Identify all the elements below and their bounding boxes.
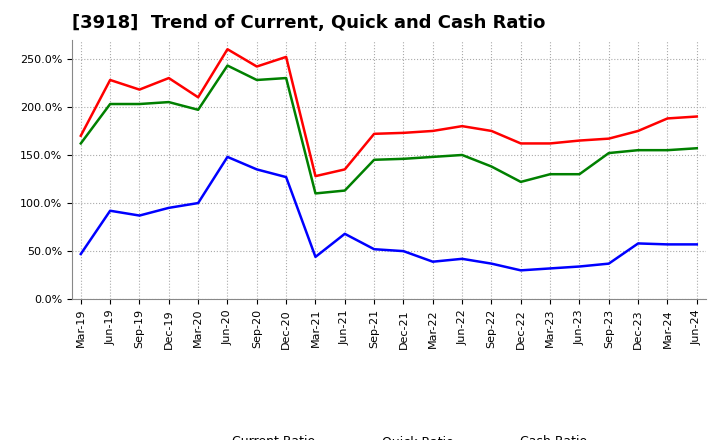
Current Ratio: [575, 138, 584, 143]
Cash Ratio: [223, 154, 232, 160]
Quick Ratio: [516, 179, 525, 184]
Current Ratio: [693, 114, 701, 119]
Current Ratio: [399, 130, 408, 136]
Legend: Current Ratio, Quick Ratio, Cash Ratio: Current Ratio, Quick Ratio, Cash Ratio: [186, 430, 592, 440]
Quick Ratio: [458, 152, 467, 158]
Current Ratio: [634, 128, 642, 134]
Cash Ratio: [399, 249, 408, 254]
Cash Ratio: [428, 259, 437, 264]
Current Ratio: [516, 141, 525, 146]
Current Ratio: [76, 133, 85, 139]
Cash Ratio: [370, 246, 379, 252]
Cash Ratio: [487, 261, 496, 266]
Quick Ratio: [634, 147, 642, 153]
Quick Ratio: [370, 157, 379, 162]
Current Ratio: [253, 64, 261, 69]
Line: Quick Ratio: Quick Ratio: [81, 66, 697, 194]
Quick Ratio: [135, 101, 144, 106]
Cash Ratio: [458, 256, 467, 261]
Current Ratio: [164, 75, 173, 81]
Current Ratio: [546, 141, 554, 146]
Quick Ratio: [164, 99, 173, 105]
Quick Ratio: [428, 154, 437, 160]
Quick Ratio: [546, 172, 554, 177]
Cash Ratio: [282, 174, 290, 180]
Current Ratio: [458, 124, 467, 129]
Cash Ratio: [341, 231, 349, 236]
Cash Ratio: [164, 205, 173, 210]
Quick Ratio: [341, 188, 349, 193]
Current Ratio: [370, 131, 379, 136]
Cash Ratio: [194, 200, 202, 205]
Current Ratio: [605, 136, 613, 141]
Current Ratio: [341, 167, 349, 172]
Current Ratio: [311, 173, 320, 179]
Quick Ratio: [282, 75, 290, 81]
Current Ratio: [282, 54, 290, 59]
Cash Ratio: [311, 254, 320, 260]
Current Ratio: [223, 47, 232, 52]
Quick Ratio: [76, 141, 85, 146]
Quick Ratio: [663, 147, 672, 153]
Cash Ratio: [634, 241, 642, 246]
Cash Ratio: [253, 167, 261, 172]
Quick Ratio: [106, 101, 114, 106]
Cash Ratio: [106, 208, 114, 213]
Current Ratio: [487, 128, 496, 134]
Line: Cash Ratio: Cash Ratio: [81, 157, 697, 270]
Cash Ratio: [663, 242, 672, 247]
Cash Ratio: [575, 264, 584, 269]
Quick Ratio: [487, 164, 496, 169]
Cash Ratio: [76, 251, 85, 257]
Current Ratio: [428, 128, 437, 134]
Cash Ratio: [135, 213, 144, 218]
Cash Ratio: [693, 242, 701, 247]
Quick Ratio: [399, 156, 408, 161]
Cash Ratio: [516, 268, 525, 273]
Cash Ratio: [546, 266, 554, 271]
Cash Ratio: [605, 261, 613, 266]
Quick Ratio: [575, 172, 584, 177]
Quick Ratio: [253, 77, 261, 83]
Quick Ratio: [605, 150, 613, 156]
Current Ratio: [194, 95, 202, 100]
Quick Ratio: [223, 63, 232, 68]
Current Ratio: [663, 116, 672, 121]
Quick Ratio: [311, 191, 320, 196]
Quick Ratio: [194, 107, 202, 113]
Text: [3918]  Trend of Current, Quick and Cash Ratio: [3918] Trend of Current, Quick and Cash …: [72, 15, 545, 33]
Line: Current Ratio: Current Ratio: [81, 49, 697, 176]
Current Ratio: [135, 87, 144, 92]
Current Ratio: [106, 77, 114, 83]
Quick Ratio: [693, 146, 701, 151]
